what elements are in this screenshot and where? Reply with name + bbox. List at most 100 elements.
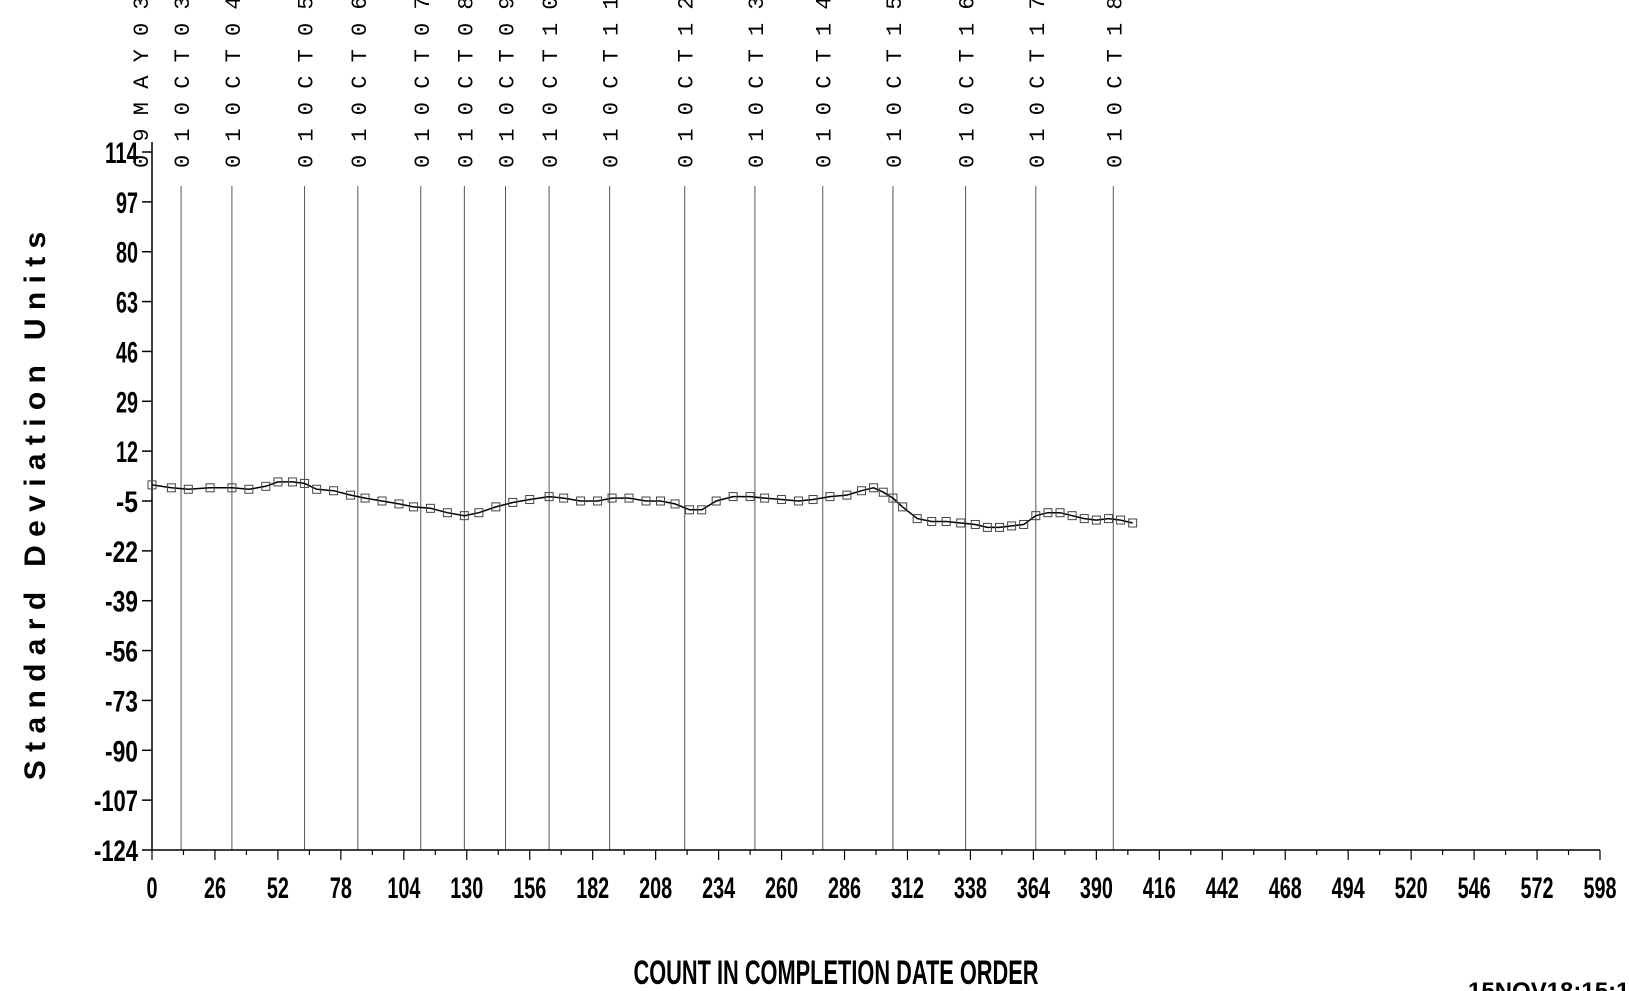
footer-timestamp-container: 15NOV18:15:17 — [0, 971, 1629, 991]
x-tick-label: 390 — [1080, 872, 1113, 905]
data-point — [166, 483, 176, 493]
data-point — [312, 484, 322, 494]
data-point — [711, 496, 721, 506]
data-point — [794, 496, 804, 506]
y-tick-label: 80 — [116, 237, 138, 270]
x-tick-label: 78 — [330, 872, 352, 905]
series-line — [151, 481, 1133, 529]
y-tick-label: 114 — [105, 137, 138, 170]
data-point — [607, 493, 617, 503]
x-tick-label: 572 — [1521, 872, 1554, 905]
data-point — [273, 477, 283, 487]
x-axis-ticks: 0 26 52 78 104 130 156 182 208 234 260 286 312 338 364… — [147, 850, 1617, 905]
data-point — [1091, 515, 1101, 525]
data-point — [825, 492, 835, 502]
x-tick-label: 546 — [1458, 872, 1491, 905]
y-tick-label: -90 — [105, 735, 138, 768]
data-point — [1019, 519, 1029, 529]
reference-line-label: 0 1 0 C T 1 7 — [1026, 0, 1051, 168]
data-point — [1067, 511, 1077, 521]
data-point — [244, 484, 254, 494]
y-tick-label: 29 — [116, 386, 138, 419]
data-point — [777, 495, 787, 505]
x-tick-label: 520 — [1395, 872, 1428, 905]
series-group — [147, 477, 1138, 532]
data-point — [685, 505, 695, 515]
data-point — [927, 517, 937, 527]
x-tick-label: 338 — [954, 872, 987, 905]
y-tick-label: 46 — [116, 336, 138, 369]
x-tick-label: 0 — [147, 872, 158, 905]
data-point — [624, 493, 634, 503]
x-tick-label: 286 — [828, 872, 861, 905]
data-point — [1079, 514, 1089, 524]
data-point — [641, 496, 651, 506]
x-tick-label: 182 — [576, 872, 609, 905]
x-tick-label: 104 — [387, 872, 420, 905]
x-tick-label: 52 — [267, 872, 289, 905]
data-point — [394, 499, 404, 509]
data-point — [941, 517, 951, 527]
y-tick-label: -5 — [116, 486, 138, 519]
data-point — [842, 490, 852, 500]
y-axis-ticks: 114 97 80 63 46 29 12 -5 -22 -39 -56 -73 -90 -107 -124 — [94, 137, 152, 868]
data-point — [655, 496, 665, 506]
data-point — [183, 484, 193, 494]
data-point — [869, 483, 879, 493]
x-tick-label: 234 — [702, 872, 735, 905]
data-point — [982, 522, 992, 532]
data-point — [360, 493, 370, 503]
reference-line-label: 0 9 M A Y 0 3 — [130, 0, 155, 168]
data-point — [409, 502, 419, 512]
data-point — [1043, 508, 1053, 518]
data-point — [227, 483, 237, 493]
data-point — [856, 486, 866, 496]
x-tick-label: 442 — [1206, 872, 1239, 905]
data-point — [888, 493, 898, 503]
data-point — [576, 496, 586, 506]
data-point — [808, 495, 818, 505]
reference-line-label: 0 1 0 C T 0 4 — [222, 0, 247, 168]
x-tick-label: 416 — [1143, 872, 1176, 905]
data-point — [491, 502, 501, 512]
y-tick-label: -73 — [105, 685, 138, 718]
data-point — [544, 492, 554, 502]
reference-line-label: 0 1 0 C T 0 8 — [454, 0, 479, 168]
data-point — [525, 495, 535, 505]
reference-line-label: 0 1 0 C T 1 1 — [600, 0, 625, 168]
y-tick-label: -56 — [105, 636, 138, 669]
data-point — [670, 499, 680, 509]
y-tick-label: -39 — [105, 586, 138, 619]
data-point — [300, 478, 310, 488]
data-point — [329, 486, 339, 496]
data-point — [287, 477, 297, 487]
reference-line-label: 0 1 0 C T 0 9 — [496, 0, 521, 168]
footer-timestamp: 15NOV18:15:17 — [1468, 978, 1629, 991]
data-point — [205, 483, 215, 493]
data-point — [745, 492, 755, 502]
data-point — [346, 490, 356, 500]
y-tick-label: -107 — [94, 785, 138, 818]
data-point — [956, 518, 966, 528]
reference-line-label: 0 1 0 C T 0 3 — [171, 0, 196, 168]
data-point — [697, 505, 707, 515]
x-tick-label: 468 — [1269, 872, 1302, 905]
data-point — [559, 493, 569, 503]
data-point — [1103, 514, 1113, 524]
reference-line-label: 0 1 0 C T 1 4 — [813, 0, 838, 168]
x-tick-label: 312 — [891, 872, 924, 905]
data-point — [912, 514, 922, 524]
data-point — [508, 497, 518, 507]
x-tick-label: 364 — [1017, 872, 1050, 905]
data-point — [593, 496, 603, 506]
y-tick-label: -22 — [105, 536, 138, 569]
data-point — [970, 519, 980, 529]
reference-line-label: 0 1 0 C T 1 0 — [539, 0, 564, 168]
data-point — [261, 481, 271, 491]
y-tick-label: -124 — [94, 835, 138, 868]
x-axis-title: COUNT IN COMPLETION DATE ORDER — [634, 954, 1039, 991]
reference-line-label: 0 1 0 C T 1 8 — [1103, 0, 1128, 168]
x-tick-label: 130 — [450, 872, 483, 905]
data-point — [1007, 521, 1017, 531]
